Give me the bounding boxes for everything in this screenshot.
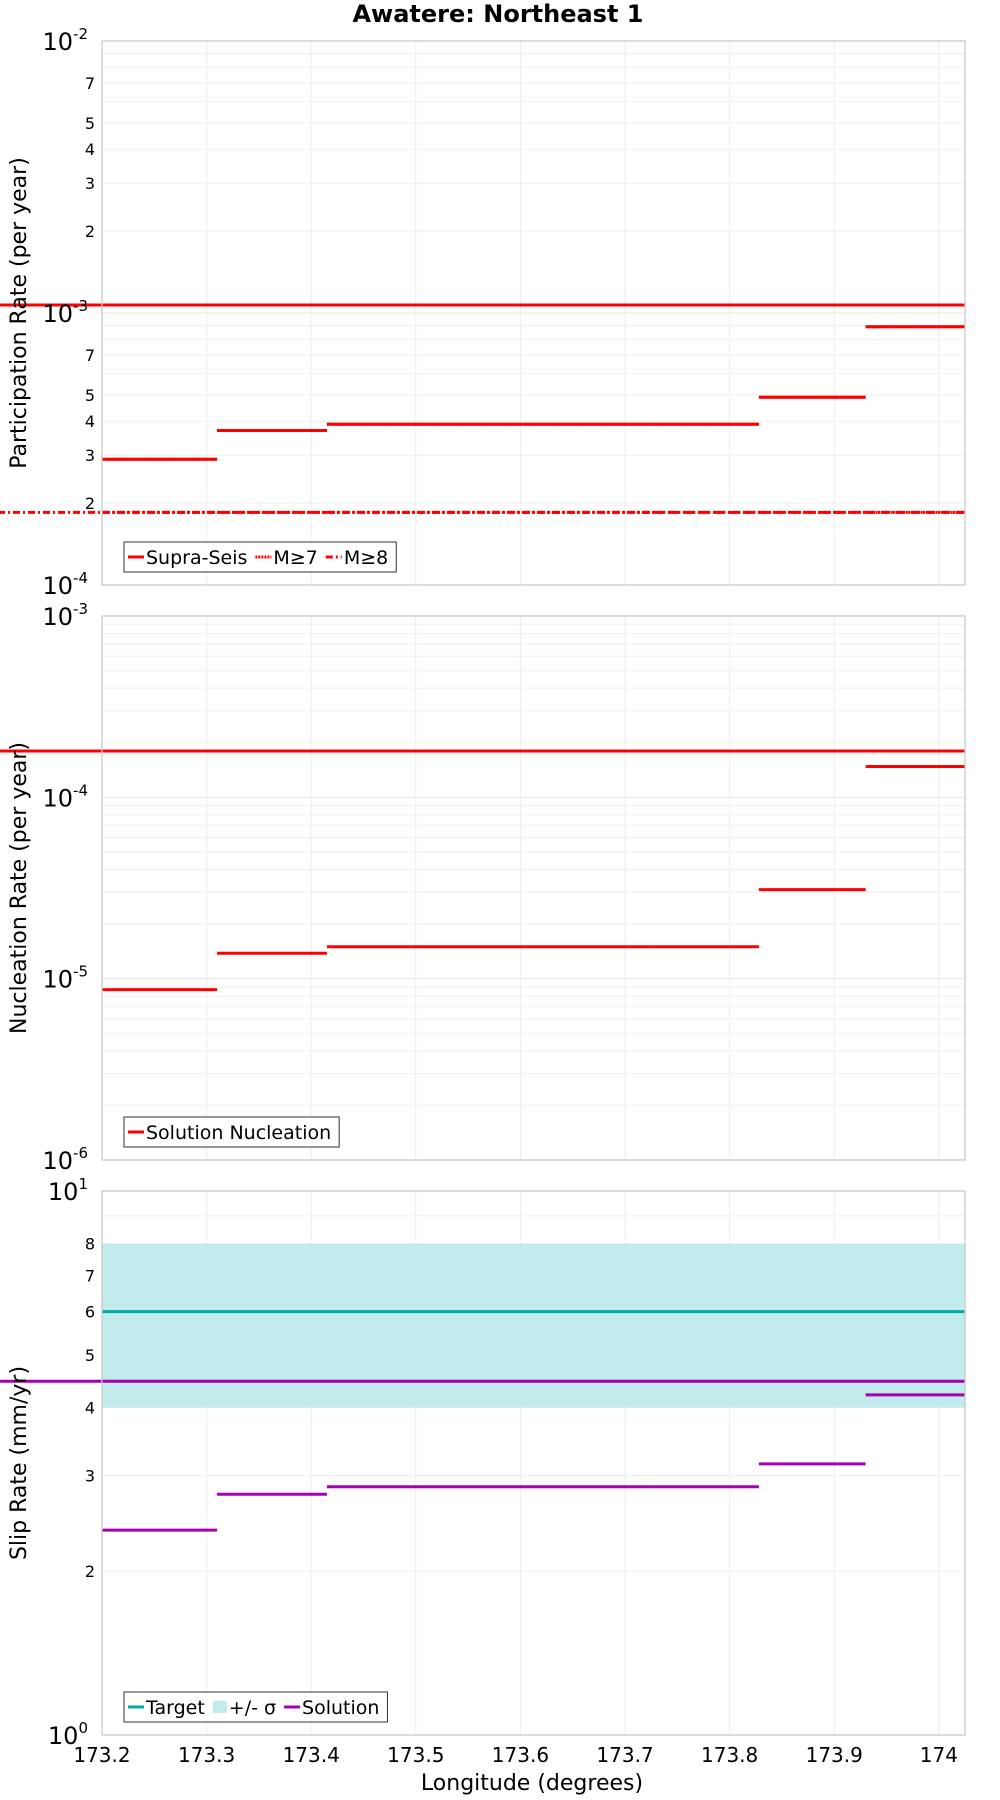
y-minor-tick-label: 5: [85, 1346, 95, 1365]
x-tick-label: 173.7: [596, 1743, 653, 1767]
y-axis-label: Nucleation Rate (per year): [7, 742, 32, 1034]
panel-3: 101 100 8 7 6 5 4 3 2 Slip Rate (mm/yr) Target +/- …: [0, 1175, 966, 1750]
x-tick-label: 173.6: [492, 1743, 549, 1767]
x-tick-label: 173.2: [73, 1743, 130, 1767]
sigma-band: [102, 1243, 965, 1408]
x-tick-label: 173.8: [701, 1743, 758, 1767]
legend-box: [123, 1691, 388, 1723]
legend-label: Supra-Seis: [146, 547, 247, 569]
y-major-tick-label: 100: [48, 1719, 88, 1750]
legend-label: Target: [145, 1697, 205, 1719]
y-minor-tick-label: 7: [85, 74, 95, 93]
y-minor-tick-label: 8: [85, 1235, 95, 1254]
y-minor-tick-label: 3: [85, 1466, 95, 1485]
series-solution-nucleation: [0, 749, 965, 992]
x-tick-label: 173.9: [806, 1743, 863, 1767]
legend: Solution Nucleation: [123, 1116, 340, 1148]
legend-label: +/- σ: [229, 1697, 276, 1719]
y-minor-tick-label: 4: [85, 1398, 95, 1417]
y-major-tick-label: 101: [48, 1175, 88, 1206]
legend-swatch: [212, 1701, 227, 1713]
series-solution: [0, 1379, 965, 1532]
y-minor-tick-label: 3: [85, 174, 95, 193]
panel-1: 10-2 10-3 10-4 7 5 4 3 2 7 5 4 3 2 Participation Rate…: [0, 25, 966, 600]
x-tick-label: 173.5: [387, 1743, 444, 1767]
y-major-tick-label: 10-4: [42, 569, 88, 600]
y-minor-tick-label: 2: [85, 1562, 95, 1581]
plot-frame: [101, 615, 966, 1161]
x-tick-label: 173.3: [178, 1743, 235, 1767]
y-major-tick-label: 10-3: [42, 600, 88, 631]
x-axis-label: Longitude (degrees): [421, 1771, 643, 1796]
series-m-7: [0, 303, 965, 461]
y-minor-tick-label: 7: [85, 1266, 95, 1285]
legend-label: Solution: [302, 1697, 379, 1719]
x-axis: 173.2 173.3 173.4 173.5 173.6 173.7 173.8 173.9…: [73, 1743, 958, 1767]
y-axis-label: Slip Rate (mm/yr): [7, 1366, 32, 1560]
y-minor-tick-label: 2: [85, 222, 95, 241]
x-tick-label: 173.4: [283, 1743, 340, 1767]
y-major-tick-label: 10-2: [42, 25, 88, 56]
legend: Supra-Seis M≥7 M≥8: [123, 541, 397, 573]
y-minor-tick-label: 6: [85, 1303, 95, 1322]
panel-2: 10-3 10-4 10-5 10-6 Nucleation Rate (per yea…: [0, 600, 966, 1175]
y-minor-tick-label: 3: [85, 446, 95, 465]
y-minor-tick-label: 2: [85, 494, 95, 513]
y-major-tick-label: 10-4: [42, 781, 88, 812]
y-minor-tick-label: 7: [85, 346, 95, 365]
y-minor-tick-label: 5: [85, 386, 95, 405]
legend-label: M≥7: [273, 547, 317, 569]
y-minor-tick-label: 4: [85, 140, 95, 159]
y-minor-tick-label: 4: [85, 412, 95, 431]
plot-frame: [101, 40, 966, 586]
y-major-tick-label: 10-3: [42, 297, 88, 328]
legend: Target +/- σ Solution: [123, 1691, 388, 1723]
plot-frame: [101, 1190, 966, 1736]
x-tick-label: 174: [920, 1743, 958, 1767]
y-major-tick-label: 10-5: [42, 963, 88, 994]
y-major-tick-label: 10-6: [42, 1144, 88, 1175]
legend-label: M≥8: [344, 547, 388, 569]
legend-label: Solution Nucleation: [146, 1122, 331, 1144]
y-axis-label: Participation Rate (per year): [7, 157, 32, 469]
legend-box: [123, 1116, 340, 1148]
chart-title: Awatere: Northeast 1: [352, 0, 643, 28]
y-minor-tick-label: 5: [85, 114, 95, 133]
